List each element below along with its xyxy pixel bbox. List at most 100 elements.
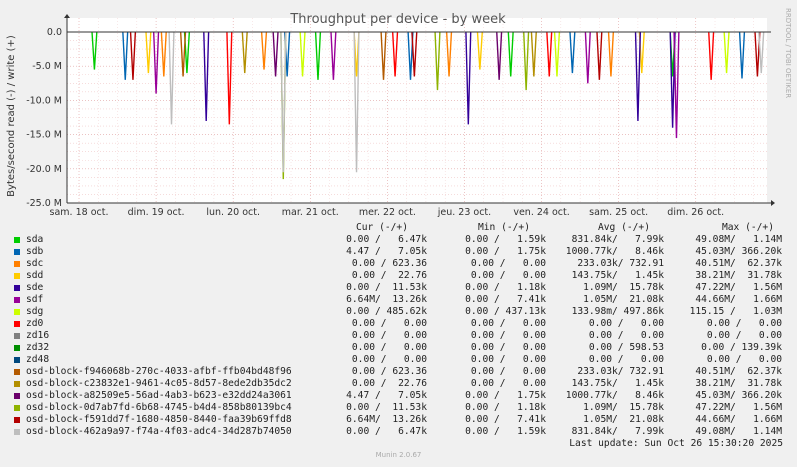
legend-row: sdb 4.47 / 7.05k 0.00 / 1.75k 1000.77k/ 8.4… <box>0 246 797 258</box>
data-spike <box>476 31 483 70</box>
data-spike <box>280 31 287 173</box>
legend-header-max: Max (-/+) <box>722 222 774 233</box>
x-axis-arrow <box>771 200 775 206</box>
legend-avg: 1.05M/ 21.08k <box>583 414 664 425</box>
axes: 0.0-5.0 M-10.0 M-15.0 M-20.0 M-25.0 Msam… <box>26 14 775 218</box>
chart-title: Throughput per device - by week <box>289 12 506 27</box>
legend-avg: 143.75k/ 1.45k <box>571 270 664 281</box>
legend-min: 0.00 / 0.00 <box>470 378 546 389</box>
legend-max: 38.21M/ 31.78k <box>695 270 782 281</box>
legend-row: zd48 0.00 / 0.00 0.00 / 0.00 0.00 / 0.00 0.0… <box>0 354 797 366</box>
legend-swatch <box>14 249 20 255</box>
x-tick-label: lun. 20 oct. <box>206 207 260 218</box>
legend-swatch <box>14 357 20 363</box>
y-axis-arrow <box>64 14 70 18</box>
legend-cur: 0.00 / 0.00 <box>351 342 427 353</box>
data-spike <box>754 31 761 77</box>
legend-cur: 0.00 / 6.47k <box>346 234 427 245</box>
legend-header-min: Min (-/+) <box>478 222 530 233</box>
series-sdc <box>160 31 615 77</box>
legend-max: 38.21M/ 31.78k <box>695 378 782 389</box>
data-spike <box>129 31 137 80</box>
legend-max: 40.51M/ 62.37k <box>695 366 782 377</box>
legend-cur: 4.47 / 7.05k <box>346 390 427 401</box>
y-tick-label: -15.0 M <box>26 130 62 141</box>
data-spike <box>523 31 530 91</box>
data-spike <box>391 31 399 77</box>
legend-max: 0.00 / 0.00 <box>706 354 782 365</box>
legend-swatch <box>14 369 20 375</box>
legend-name: zd32 <box>26 342 50 353</box>
series-osd-block-a82509e5-56ad-4ab3-b623-e32dd24a3061 <box>272 31 503 80</box>
legend-name: osd-block-a82509e5-56ad-4ab3-b623-e32dd2… <box>26 390 292 401</box>
data-spike <box>299 31 306 77</box>
legend-min: 0.00 / 7.41k <box>465 294 546 305</box>
legend-swatch <box>14 381 20 387</box>
legend-name: sdd <box>26 270 44 281</box>
legend-cur: 0.00 / 485.62k <box>346 306 427 317</box>
legend-name: sdf <box>26 294 44 305</box>
legend-name: osd-block-462a9a97-f74a-4f03-adc4-34d287… <box>26 426 292 437</box>
legend-row: sdg 0.00 / 485.62k 0.00 / 437.13k 133.98m/ … <box>0 306 797 318</box>
legend-swatch <box>14 345 20 351</box>
legend-min: 0.00 / 1.59k <box>465 426 546 437</box>
legend-row: osd-block-462a9a97-f74a-4f03-adc4-34d287… <box>0 426 797 438</box>
data-spike <box>445 31 453 77</box>
legend-name: zd16 <box>26 330 50 341</box>
legend-row: osd-block-0d7ab7fd-6b68-4745-b4d4-858b80… <box>0 402 797 414</box>
data-spike <box>607 31 615 77</box>
legend-row: zd32 0.00 / 0.00 0.00 / 0.00 0.00 / 598.53 0… <box>0 342 797 354</box>
data-spike <box>411 31 418 77</box>
data-spike <box>145 31 152 74</box>
legend-name: sdc <box>26 258 44 269</box>
data-spike <box>553 31 561 77</box>
data-spike <box>530 31 537 77</box>
data-spike <box>330 31 337 80</box>
legend-max: 45.03M/ 366.20k <box>695 246 782 257</box>
data-spike <box>179 31 187 77</box>
chart: 0.0-5.0 M-10.0 M-15.0 M-20.0 M-25.0 Msam… <box>6 8 792 218</box>
legend-row: zd16 0.00 / 0.00 0.00 / 0.00 0.00 / 0.00 0.0… <box>0 330 797 342</box>
legend-avg: 1.05M/ 21.08k <box>583 294 664 305</box>
data-spike <box>407 31 414 80</box>
legend-name: osd-block-f946068b-270c-4033-afbf-ffb04b… <box>26 366 292 377</box>
legend-max: 115.15 / 1.03M <box>689 306 782 317</box>
legend-row: sda 0.00 / 6.47k 0.00 / 1.59k 831.84k/ 7.99… <box>0 234 797 246</box>
legend-swatch <box>14 297 20 303</box>
legend-row: sdd 0.00 / 22.76 0.00 / 0.00 143.75k/ 1.45k… <box>0 270 797 282</box>
y-tick-label: -20.0 M <box>26 164 62 175</box>
legend-min: 0.00 / 0.00 <box>470 318 546 329</box>
legend-swatch <box>14 273 20 279</box>
legend-row: osd-block-f591dd7f-1680-4850-8440-faa39b… <box>0 414 797 426</box>
series-zd0 <box>226 31 715 125</box>
legend-name: sda <box>26 234 44 245</box>
legend-min: 0.00 / 1.18k <box>465 402 546 413</box>
legend-cur: 6.64M/ 13.26k <box>346 414 427 425</box>
legend-min: 0.00 / 0.00 <box>470 342 546 353</box>
legend-cur: 0.00 / 11.53k <box>346 402 427 413</box>
legend-min: 0.00 / 437.13k <box>465 306 546 317</box>
legend-cur: 4.47 / 7.05k <box>346 246 427 257</box>
data-spike <box>723 31 730 74</box>
x-tick-label: mar. 21 oct. <box>282 207 339 218</box>
x-tick-label: sam. 18 oct. <box>50 207 109 218</box>
legend-cur: 0.00 / 623.36 <box>351 258 427 269</box>
legend-swatch <box>14 333 20 339</box>
legend-avg: 1000.77k/ 8.46k <box>565 246 664 257</box>
legend-swatch <box>14 237 20 243</box>
last-update: Last update: Sun Oct 26 15:30:20 2025 <box>569 438 783 449</box>
data-spike <box>272 31 279 77</box>
data-spike <box>203 31 210 121</box>
x-tick-label: dim. 19 oct. <box>128 207 185 218</box>
plot-area <box>67 18 767 203</box>
data-spike <box>546 31 553 77</box>
x-tick-label: ven. 24 oct. <box>513 207 569 218</box>
legend-max: 0.00 / 0.00 <box>706 330 782 341</box>
data-spike <box>584 31 591 84</box>
legend-row: sdf 6.64M/ 13.26k 0.00 / 7.41k 1.05M/ 21.08… <box>0 294 797 306</box>
grid <box>67 18 767 204</box>
legend-cur: 0.00 / 11.53k <box>346 282 427 293</box>
legend-max: 49.08M/ 1.14M <box>695 426 782 437</box>
y-tick-label: 0.0 <box>47 27 62 38</box>
data-spike <box>380 31 387 80</box>
